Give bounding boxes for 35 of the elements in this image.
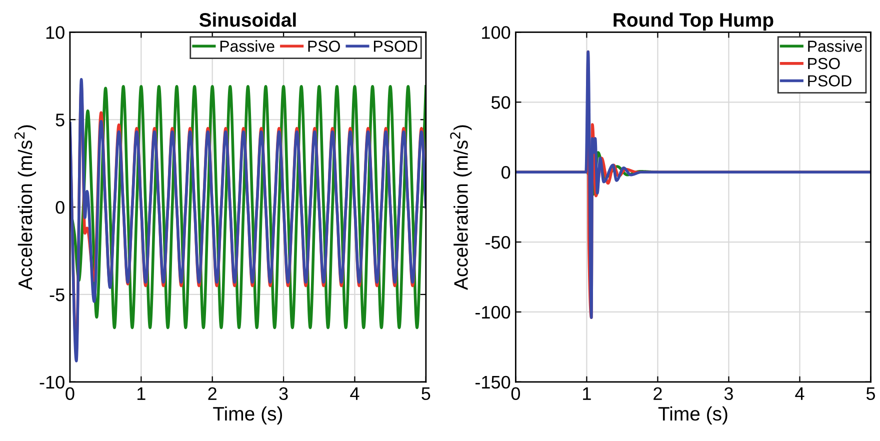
x-tick-label: 5 [422, 387, 430, 400]
x-tick-label: 5 [866, 387, 876, 400]
x-tick-label: 2 [208, 387, 216, 400]
y-tick-label: 0 [501, 166, 510, 179]
y-axis-title: Acceleration (m/s$^{2}$) [450, 125, 472, 290]
x-tick-label: 4 [350, 387, 360, 400]
y-tick-label: 0 [56, 200, 64, 214]
legend-label: PSO [808, 58, 840, 70]
y-tick-label: -5 [50, 288, 64, 302]
y-tick-label: -100 [475, 306, 510, 319]
x-tick-label: 1 [138, 387, 146, 400]
legend-label: PSOD [374, 40, 418, 52]
legend-label: PSO [308, 40, 340, 52]
y-tick-label: 5 [56, 114, 64, 126]
legend-label: Passive [220, 40, 274, 52]
y-axis-title: Acceleration (m/s$^{2}$) [14, 125, 36, 290]
x-tick-label: 2 [654, 387, 662, 400]
x-tick-label: 3 [279, 387, 288, 400]
y-tick-label: -150 [475, 376, 510, 389]
y-tick-label: -50 [486, 236, 510, 249]
chart-title: Sinusoidal [199, 12, 296, 27]
y-tick-label: 50 [491, 96, 510, 109]
x-axis-title: Time (s) [213, 406, 282, 424]
legend-label: Passive [808, 40, 862, 52]
x-tick-label: 1 [583, 387, 591, 400]
x-tick-label: 0 [66, 387, 74, 400]
chart-title: Round Top Hump [614, 12, 774, 31]
x-tick-label: 4 [795, 387, 804, 400]
x-axis-title: Time (s) [658, 406, 728, 424]
y-tick-label: 10 [46, 26, 64, 39]
legend-label: PSOD [808, 75, 852, 86]
y-tick-label: 100 [482, 26, 510, 39]
x-tick-label: 3 [724, 387, 733, 400]
x-tick-label: 0 [511, 387, 520, 400]
y-tick-label: -10 [40, 376, 64, 389]
